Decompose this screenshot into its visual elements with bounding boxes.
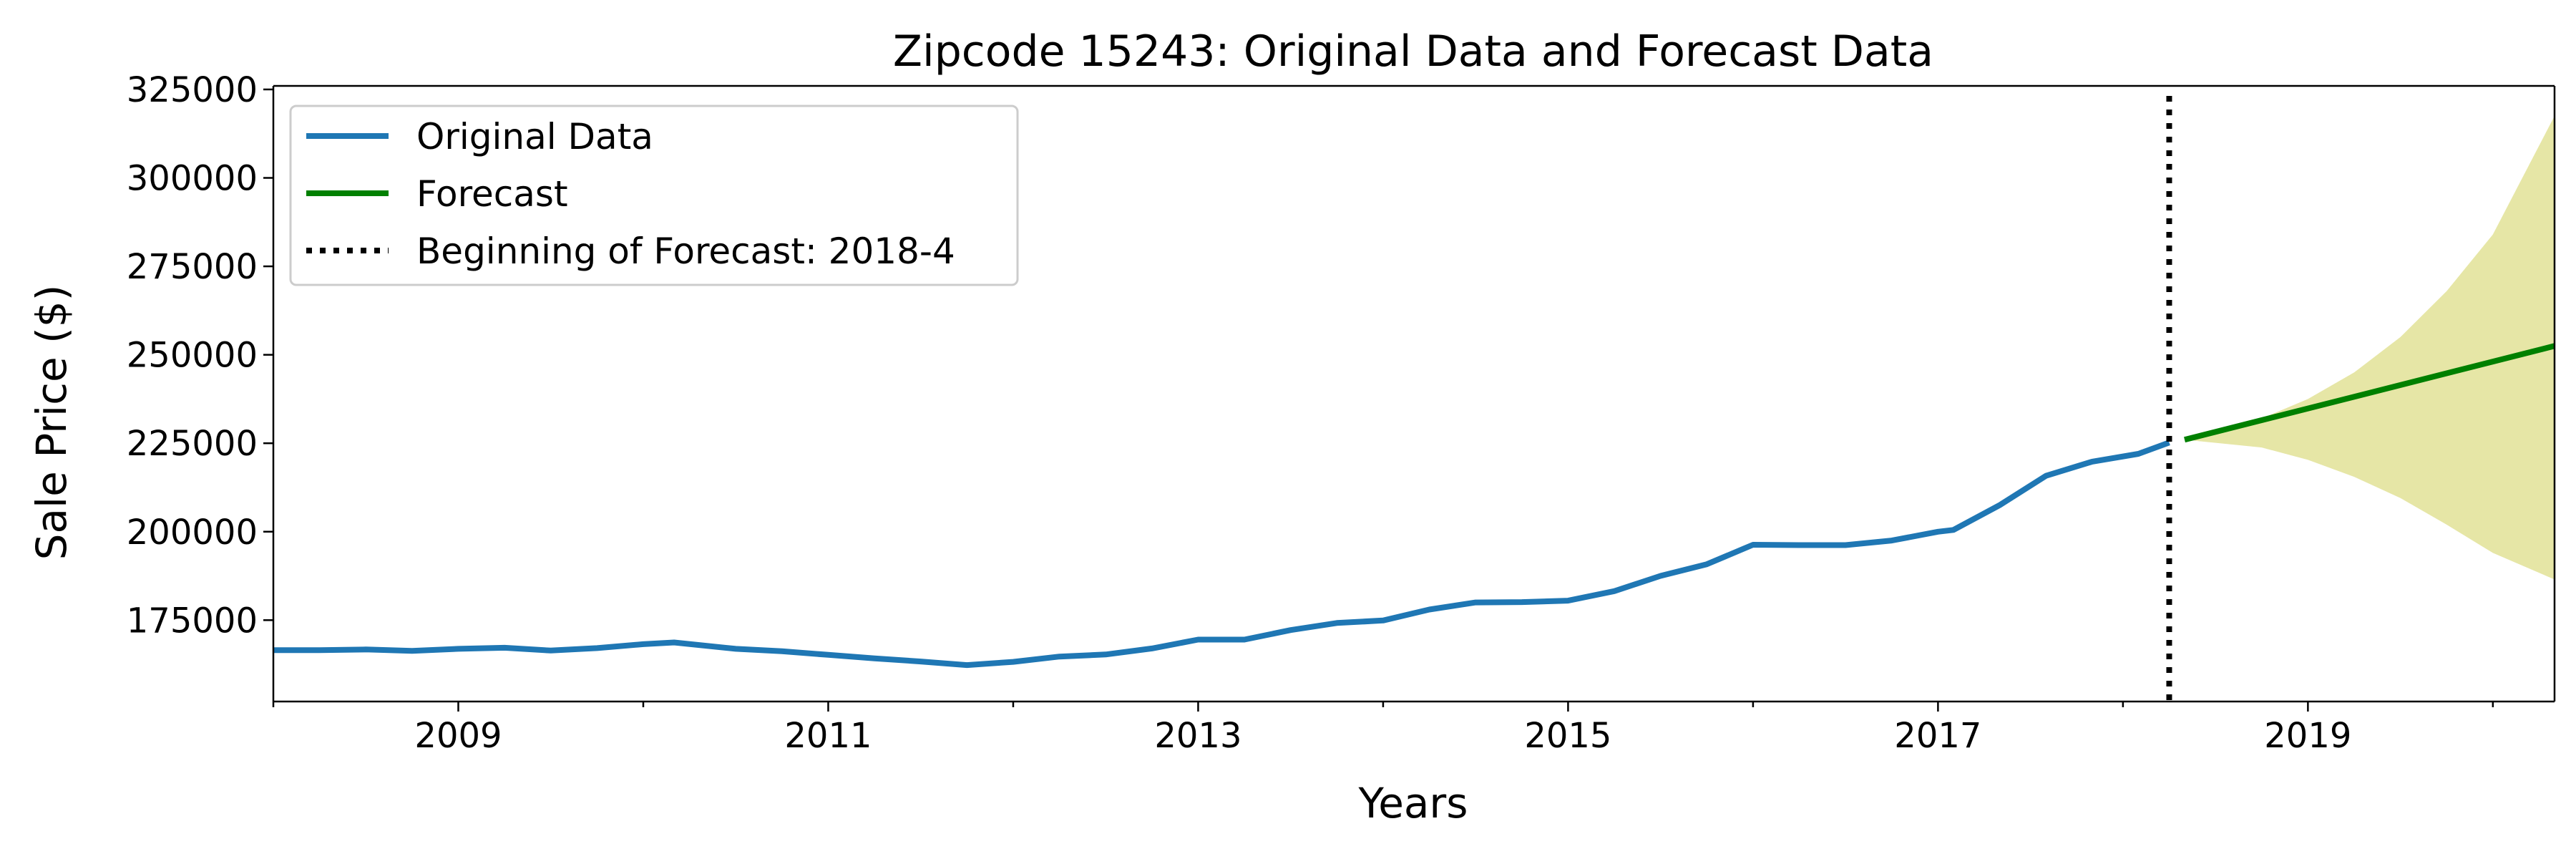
y-tick-label: 300000 (127, 159, 258, 199)
y-tick-label: 325000 (127, 70, 258, 110)
forecast-line (2184, 343, 2555, 443)
y-tick-label: 225000 (127, 424, 258, 464)
y-tick-label: 175000 (127, 601, 258, 641)
legend-label-original: Original Data (416, 116, 653, 157)
x-tick-label: 2009 (414, 716, 502, 756)
x-tick-label: 2017 (1894, 716, 1981, 756)
y-tick-label: 200000 (127, 513, 258, 553)
legend-label-forecast-start: Beginning of Forecast: 2018-4 (416, 230, 955, 272)
x-tick-label: 2013 (1154, 716, 1241, 756)
x-tick-label: 2015 (1524, 716, 1611, 756)
x-tick-label: 2019 (2264, 716, 2351, 756)
confidence-band (2185, 116, 2555, 580)
legend-box (289, 105, 1019, 286)
chart-title: Zipcode 15243: Original Data and Forecas… (893, 26, 1933, 77)
x-axis-label: Years (1357, 779, 1468, 828)
legend-label-forecast: Forecast (416, 173, 568, 215)
y-tick-label: 275000 (127, 247, 258, 287)
plot-area: 175000 200000 225000 250000 275000 300000 3250… (127, 70, 2556, 756)
y-axis-label: Sale Price ($) (27, 285, 76, 560)
legend: Original Data Forecast Beginning of Fore… (289, 105, 1019, 286)
x-tick-label: 2011 (784, 716, 872, 756)
original-data-line (273, 440, 2170, 669)
y-tick-label: 250000 (127, 336, 258, 376)
